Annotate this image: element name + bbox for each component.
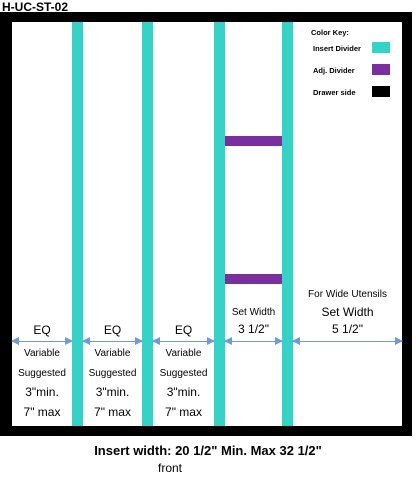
compartment-2-min: 3"min. [95,385,130,399]
compartment-1-variable: Variable [24,348,60,359]
compartment-5-set-label: Set Width [321,305,374,319]
compartment-2-eq: EQ [103,323,122,337]
color-key-adj-swatch [372,64,390,75]
compartment-2-variable: Variable [94,348,131,359]
compartment-1-eq: EQ [33,323,51,337]
insert-width-caption: Insert width: 20 1/2" Min. Max 32 1/2" [94,443,322,458]
adj-divider-top [225,136,282,146]
insert-divider-3 [214,22,225,426]
drawer-interior [12,22,402,426]
color-key-adj-label: Adj. Divider [313,66,355,75]
dimension-arrow-1 [11,337,73,345]
compartment-3-eq: EQ [174,323,193,337]
compartment-3-suggested: Suggested [159,368,208,379]
compartment-4-set-value: 3 1/2" [238,322,269,336]
compartment-1-min: 3"min. [25,385,59,399]
compartment-4-set-label: Set Width [231,307,276,318]
color-key-heading: Color Key: [311,28,349,37]
compartment-3-variable: Variable [165,348,202,359]
color-key-insert-swatch [372,42,390,53]
diagram-title: H-UC-ST-02 [2,0,69,14]
front-label: front [157,461,182,475]
compartment-5-set-value: 5 1/2" [332,322,363,336]
dimension-arrow-5 [292,337,403,345]
compartment-5-note: For Wide Utensils [308,289,387,300]
adj-divider-bottom [225,274,282,284]
insert-divider-1 [72,22,83,426]
compartment-1-suggested: Suggested [18,368,66,379]
compartment-1-max: 7" max [23,405,61,419]
insert-divider-4 [282,22,293,426]
color-key-side-label: Drawer side [313,88,356,97]
dimension-arrow-3 [152,337,215,345]
compartment-3-max: 7" max [165,405,202,419]
compartment-2-max: 7" max [94,405,131,419]
dimension-arrow-4 [224,337,283,345]
compartment-3-min: 3"min. [166,385,201,399]
dimension-arrow-2 [82,337,143,345]
color-key-side-swatch [372,86,390,97]
compartment-2-suggested: Suggested [88,368,137,379]
insert-divider-2 [142,22,153,426]
color-key-insert-label: Insert Divider [313,44,361,53]
